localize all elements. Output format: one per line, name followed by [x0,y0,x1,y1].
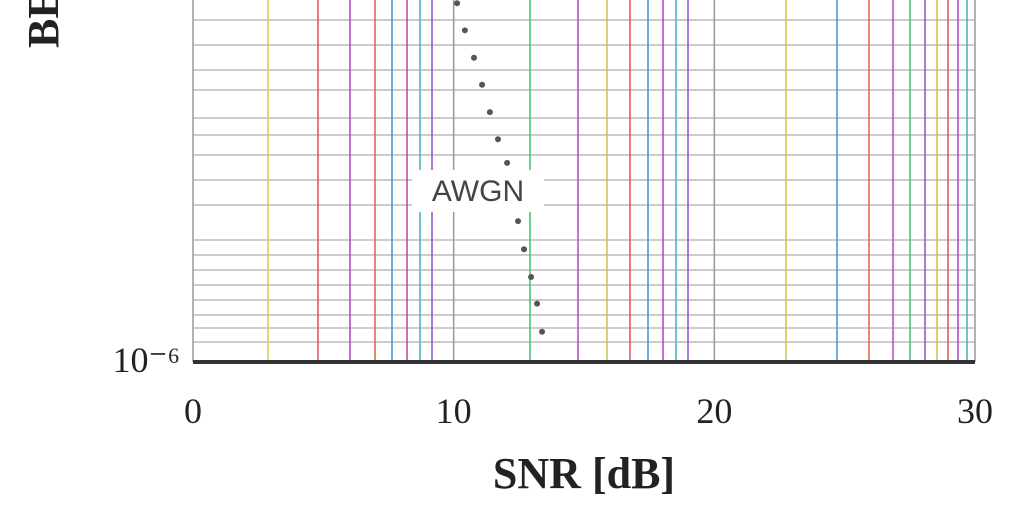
data-point [470,54,477,61]
x-axis-title: SNR [dB] [493,449,675,498]
data-point [504,159,511,166]
data-point [528,273,535,280]
data-point [521,246,528,253]
x-tick-label: 0 [184,391,202,431]
x-tick-label: 20 [696,391,732,431]
decorative-grid [193,0,975,362]
y-axis-title: BER [19,0,68,48]
annotation-box [412,170,544,212]
data-point [454,0,461,7]
data-point [515,218,522,225]
data-point [479,81,486,88]
annotation: AWGN [432,175,524,208]
data-point [494,136,501,143]
data-point [486,109,493,116]
data-point [461,27,468,34]
data-point [534,300,541,307]
x-tick-label: 30 [957,391,993,431]
data-point [539,328,546,335]
x-tick-label: 10 [436,391,472,431]
y-tick-label: 10⁻⁶ [112,340,180,380]
